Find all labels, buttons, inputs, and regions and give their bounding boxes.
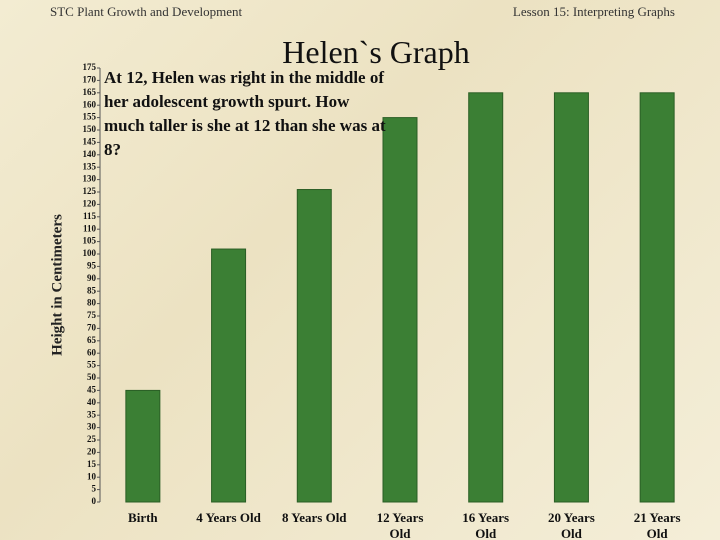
x-tick-label: 4 Years Old — [196, 510, 261, 525]
x-tick-label: 21 Years Old — [633, 510, 681, 540]
y-tick-label: 110 — [83, 223, 97, 233]
bar — [296, 189, 332, 503]
y-tick-label: 20 — [87, 446, 97, 456]
y-tick-label: 170 — [83, 74, 97, 84]
y-tick-label: 70 — [87, 322, 97, 332]
x-tick-label: 12 Years Old — [376, 510, 424, 540]
bar — [125, 389, 161, 503]
x-tick-label: 16 Years Old — [462, 510, 510, 540]
y-tick-label: 50 — [87, 372, 97, 382]
y-tick-label: 115 — [83, 211, 97, 221]
x-tick-label: Birth — [128, 510, 158, 525]
x-tick-label: 20 Years Old — [548, 510, 595, 540]
y-tick-label: 165 — [83, 87, 97, 97]
y-tick-label: 5 — [92, 484, 97, 494]
header-left: STC Plant Growth and Development — [50, 4, 243, 19]
y-tick-label: 105 — [83, 236, 97, 246]
y-tick-label: 25 — [87, 434, 97, 444]
y-tick-label: 140 — [83, 149, 97, 159]
y-tick-label: 45 — [87, 384, 97, 394]
y-tick-label: 100 — [83, 248, 97, 258]
y-tick-label: 30 — [87, 422, 97, 432]
x-tick-label: 8 Years Old — [282, 510, 347, 525]
y-tick-label: 15 — [87, 459, 97, 469]
y-tick-label: 75 — [87, 310, 97, 320]
y-tick-label: 35 — [87, 409, 97, 419]
y-tick-label: 85 — [87, 285, 97, 295]
y-tick-label: 10 — [87, 471, 97, 481]
y-tick-label: 0 — [92, 496, 97, 506]
y-tick-label: 125 — [83, 186, 97, 196]
y-tick-label: 90 — [87, 273, 97, 283]
y-axis-label: Height in Centimeters — [49, 214, 66, 356]
y-tick-label: 40 — [87, 397, 97, 407]
y-tick-label: 65 — [87, 335, 97, 345]
y-tick-label: 55 — [87, 360, 97, 370]
header-right: Lesson 15: Interpreting Graphs — [512, 4, 675, 19]
y-tick-label: 135 — [83, 161, 97, 171]
y-tick-label: 155 — [83, 112, 97, 122]
y-tick-label: 145 — [83, 136, 97, 146]
bar — [639, 92, 675, 503]
chart-title: Helen`s Graph — [282, 34, 470, 70]
y-tick-label: 60 — [87, 347, 97, 357]
y-tick-label: 120 — [83, 198, 97, 208]
y-tick-label: 80 — [87, 298, 97, 308]
bar — [553, 92, 589, 503]
bar — [211, 248, 247, 503]
annotation: At 12, Helen was right in the middle of … — [104, 68, 386, 159]
bar — [468, 92, 504, 503]
y-tick-label: 150 — [83, 124, 97, 134]
y-tick-label: 130 — [83, 174, 97, 184]
y-tick-label: 175 — [83, 62, 97, 72]
y-tick-label: 95 — [87, 260, 97, 270]
bar — [382, 117, 418, 503]
y-tick-label: 160 — [83, 99, 97, 109]
